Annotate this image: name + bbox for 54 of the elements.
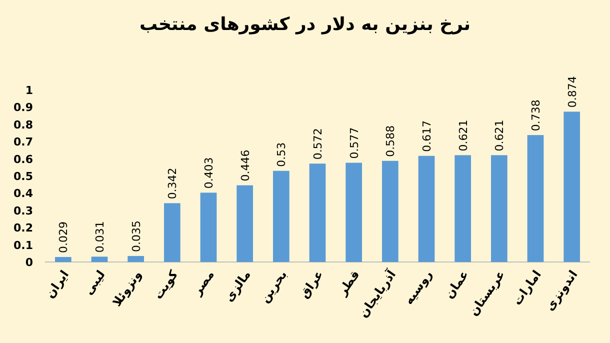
x-tick-label: ایران [42,268,72,301]
y-tick-label: 0.1 [14,238,33,252]
data-label: 0.035 [130,220,143,252]
data-label: 0.342 [166,168,180,200]
y-tick-label: 0.5 [14,170,33,183]
data-label: 0.031 [94,221,106,253]
x-tick-label: اندونزی [542,268,580,314]
data-label: 0.403 [202,157,216,189]
data-label: 0.572 [312,128,324,160]
bar [309,164,326,262]
y-tick-label: 0.7 [14,136,33,149]
bar [272,170,290,262]
data-label: 0.577 [348,127,361,159]
data-label: 0.588 [384,125,398,157]
bar [346,162,362,262]
x-tick-label: ونزوئلا [110,268,144,309]
data-label: 0.446 [238,150,252,182]
bar [91,256,108,262]
chart-title: نرخ بنزین به دلار در کشورهای منتخب [139,14,471,35]
bar [418,156,435,262]
bar [128,256,144,262]
y-tick-label: 1 [25,84,33,97]
x-tick-label: مالزی [222,268,254,304]
x-tick-label: روسیه [401,268,436,308]
y-tick-label: 0.6 [14,152,34,166]
bar [164,203,180,262]
bar [564,112,580,262]
x-tick-label: بحرین [258,268,290,306]
y-tick-label: 0.8 [14,118,33,132]
bar [54,257,72,262]
data-label: 0.874 [566,76,579,108]
data-label: 0.621 [493,120,506,152]
bar [382,160,398,262]
bar [490,155,508,262]
bar [527,135,544,262]
data-label: 0.617 [420,120,434,152]
y-tick-label: 0.9 [14,101,33,114]
data-label: 0.029 [57,222,70,254]
data-label: 0.738 [530,100,542,132]
bar [454,155,472,262]
data-label: 0.53 [275,142,288,167]
data-label: 0.621 [456,120,470,152]
x-tick-label: مصر [190,268,217,298]
bar [200,192,217,262]
bar [236,185,254,262]
x-tick-label: قطر [334,268,362,299]
y-tick-label: 0.4 [14,187,34,200]
y-tick-label: 0.3 [14,204,33,218]
x-tick-label: عراق [296,268,326,301]
x-tick-label: امارات [510,268,544,308]
y-tick-label: 0 [25,256,34,269]
x-tick-label: کویت [150,268,181,302]
y-tick-label: 0.2 [14,222,33,235]
x-tick-label: لیبی [81,268,108,298]
